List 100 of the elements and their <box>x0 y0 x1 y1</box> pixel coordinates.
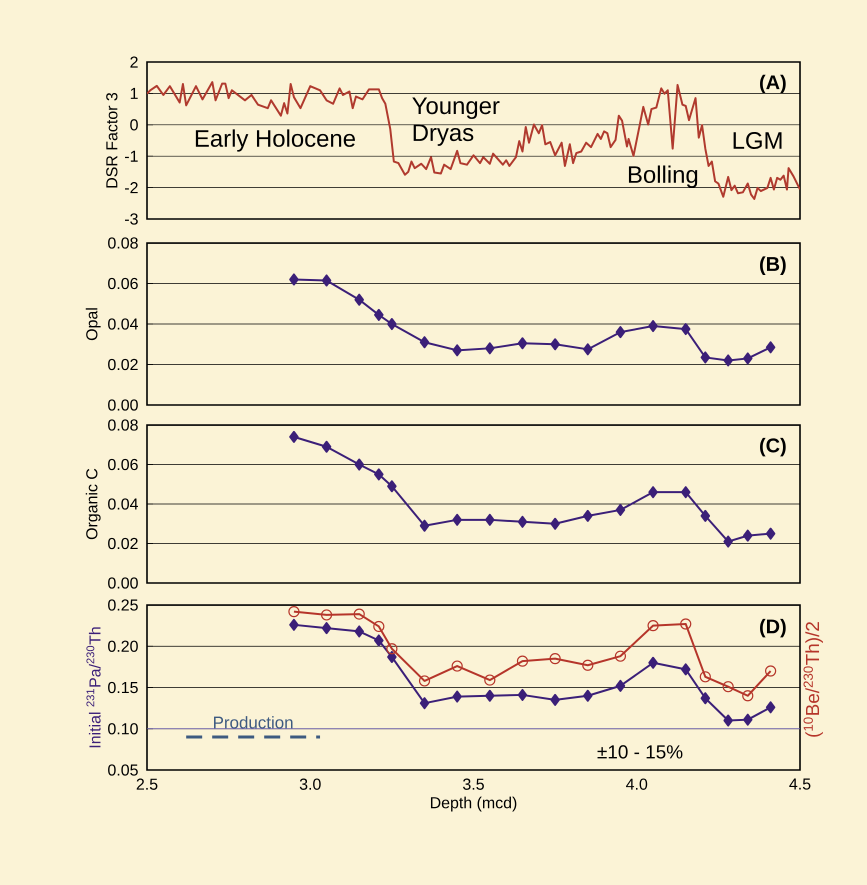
y-tick-label: 1 <box>130 88 138 99</box>
annotation: (B) <box>760 256 786 275</box>
point <box>374 634 384 646</box>
point <box>742 690 754 702</box>
point <box>452 514 462 526</box>
point <box>648 656 658 669</box>
y-tick-label: 0.08 <box>108 419 138 431</box>
annotation: ±10 - 15% <box>598 745 682 759</box>
point <box>374 468 384 480</box>
point <box>420 697 430 710</box>
point <box>420 336 430 348</box>
y-tick-label: 0.00 <box>108 577 138 589</box>
point <box>322 274 332 286</box>
point <box>648 320 658 332</box>
point <box>289 618 299 631</box>
point <box>680 618 692 630</box>
annotation: (C) <box>760 438 786 456</box>
point <box>485 342 495 354</box>
point <box>288 606 300 618</box>
point <box>616 504 626 516</box>
annotation: Younger Dryas <box>412 98 500 146</box>
annotation: Bolling <box>628 165 698 188</box>
point <box>354 458 364 471</box>
point <box>700 671 711 682</box>
y-tick-label: 0.00 <box>108 399 138 411</box>
point <box>680 663 690 676</box>
point <box>723 536 733 548</box>
x-tick-label: 3.0 <box>300 778 321 790</box>
point <box>766 701 776 714</box>
point <box>765 665 776 677</box>
point <box>647 620 659 632</box>
y-tick-label: 0.20 <box>108 640 138 652</box>
y-tick-label: 2 <box>130 56 138 68</box>
x-tick-label: 4.0 <box>626 778 648 790</box>
point <box>583 690 593 702</box>
y-tick-label: 0.25 <box>108 599 138 611</box>
y-axis-title: Organic C <box>86 468 101 540</box>
point <box>289 430 299 443</box>
point <box>616 680 626 692</box>
x-tick-label: 2.5 <box>136 778 158 790</box>
point <box>680 323 690 336</box>
point <box>550 694 560 706</box>
point <box>766 528 776 540</box>
y-tick-label: 0 <box>130 119 138 130</box>
annotation: LGM <box>734 132 782 149</box>
point <box>289 273 299 286</box>
x-axis-title: Depth (mcd) <box>430 796 516 812</box>
point <box>516 656 528 667</box>
annotation: (D) <box>760 618 786 638</box>
point <box>354 294 364 306</box>
point <box>550 518 560 530</box>
y-tick-label: 0.02 <box>108 358 138 370</box>
point <box>583 510 593 522</box>
point <box>484 674 496 686</box>
point <box>387 480 397 492</box>
point <box>766 341 776 354</box>
annotation: Early Holocene <box>196 129 355 152</box>
point <box>374 308 384 321</box>
annotation: (A) <box>760 74 786 94</box>
point <box>550 653 561 664</box>
point <box>387 650 397 663</box>
y-tick-label: 0.10 <box>108 723 138 734</box>
point <box>452 344 462 356</box>
y-tick-label: -3 <box>125 213 138 225</box>
y-tick-label: 0.15 <box>108 682 138 694</box>
point <box>743 352 753 364</box>
point <box>452 660 463 672</box>
series-label: Production <box>214 716 292 728</box>
y2-axis-title: ($^{10}$Be/$^{230}$Th)/2 <box>804 622 823 737</box>
point <box>322 622 332 634</box>
y-axis-title: DSR Factor 3 <box>106 92 118 188</box>
point <box>550 338 560 350</box>
y-tick-label: 0.06 <box>108 458 138 470</box>
point <box>700 692 710 704</box>
y-tick-label: -1 <box>125 150 138 162</box>
point <box>322 440 332 453</box>
point <box>518 516 528 528</box>
point <box>518 688 528 701</box>
point <box>418 675 430 687</box>
point <box>386 643 398 654</box>
point <box>648 486 658 498</box>
point <box>518 337 528 350</box>
point <box>582 660 594 671</box>
point <box>722 681 734 692</box>
x-tick-label: 3.5 <box>463 778 484 790</box>
y-tick-label: 0.08 <box>108 237 138 249</box>
y-tick-label: -2 <box>125 182 138 194</box>
point <box>485 514 495 526</box>
point <box>354 625 364 638</box>
point <box>743 530 753 542</box>
point <box>452 690 462 703</box>
point <box>723 354 733 366</box>
y-tick-label: 0.05 <box>108 764 138 776</box>
point <box>373 620 384 632</box>
y-tick-label: 0.06 <box>108 278 138 290</box>
y-axis-title: Opal <box>86 308 101 340</box>
point <box>485 690 495 702</box>
y-axis-title: Initial $^{231}$Pa/$^{230}$Th <box>86 627 101 748</box>
y-tick-label: 0.02 <box>108 538 138 550</box>
point <box>700 510 710 522</box>
